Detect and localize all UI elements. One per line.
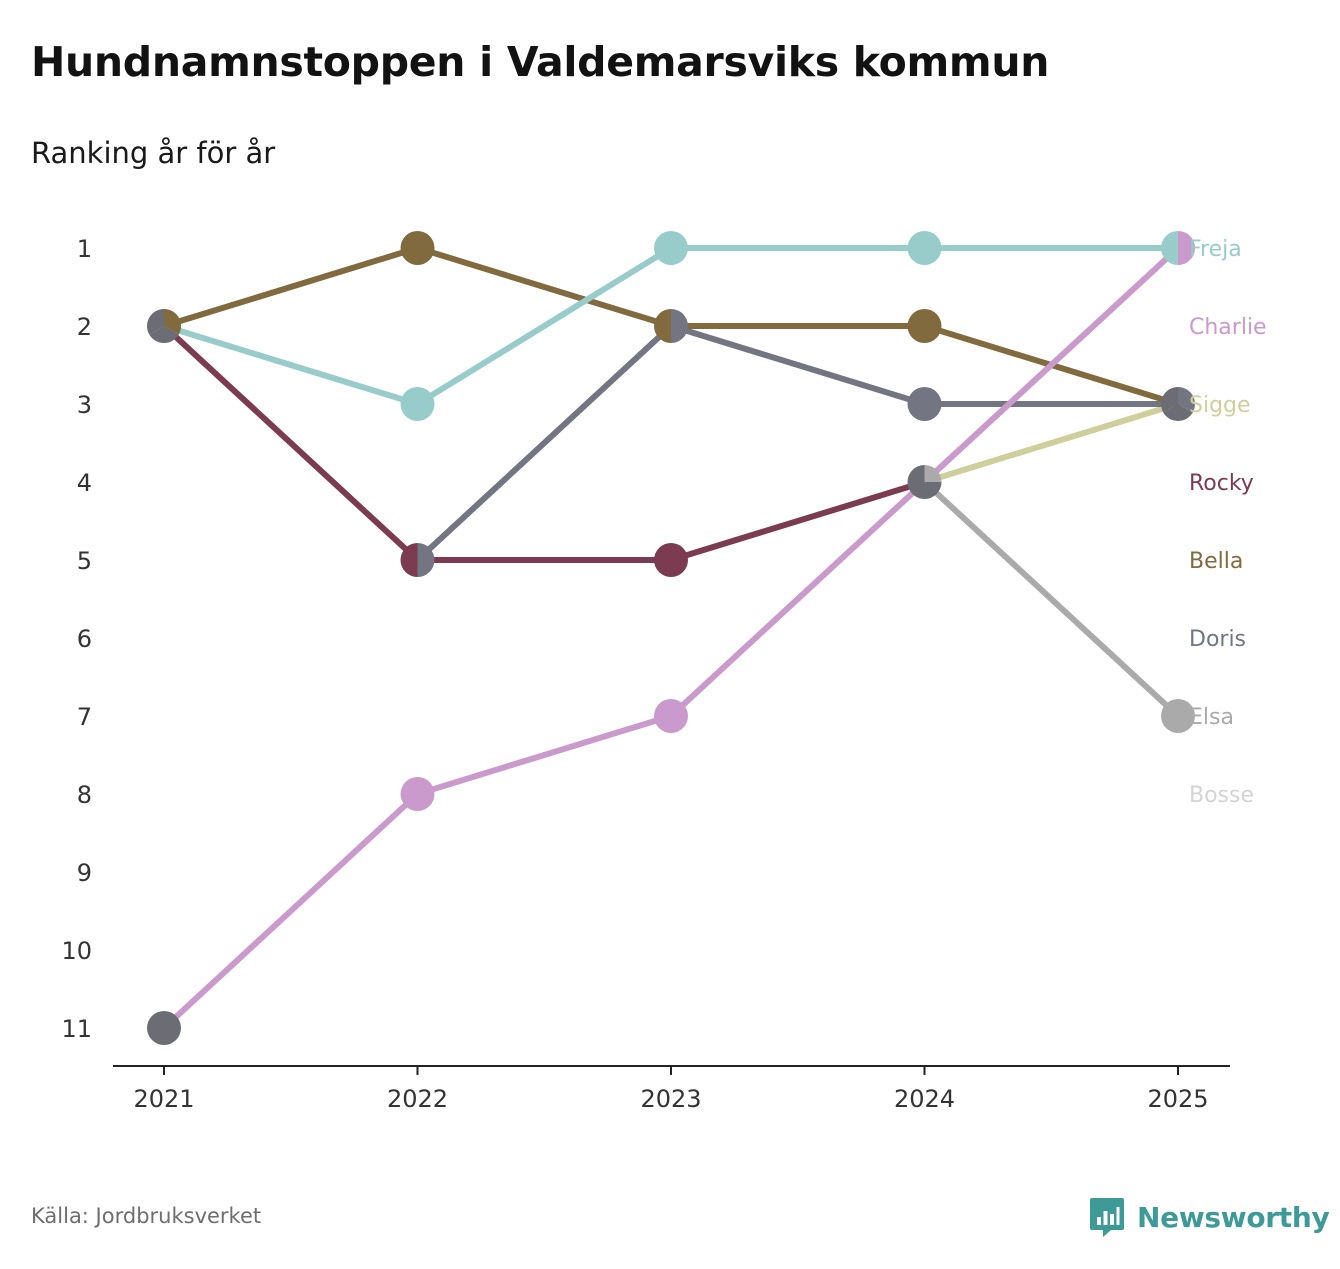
marker-bella-2022[interactable] bbox=[400, 231, 435, 265]
legend-label-doris: Doris bbox=[1189, 627, 1246, 652]
bar-chart-speech-bubble-icon bbox=[1089, 1196, 1125, 1238]
series-line-doris bbox=[414, 323, 1181, 563]
series-line-sigge bbox=[921, 401, 1181, 485]
legend-labels: Freja Charlie Sigge Rocky Bella Doris Elsa Boss… bbox=[1189, 237, 1267, 808]
chart-title: Hundnamnstoppen i Valdemarsviks kommun bbox=[31, 38, 1050, 86]
marker-doris-2025[interactable] bbox=[1178, 387, 1195, 413]
legend-label-bella: Bella bbox=[1189, 549, 1243, 574]
marker-bella-2024[interactable] bbox=[907, 309, 942, 343]
marker-doris-2022[interactable] bbox=[417, 543, 435, 577]
marker-doris-2024[interactable] bbox=[907, 387, 942, 421]
y-tick-label-2: 2 bbox=[77, 313, 92, 341]
series-line-elsa bbox=[921, 479, 1181, 719]
y-axis-ticks: 1 2 3 4 5 6 7 8 9 10 11 bbox=[61, 235, 92, 1043]
x-axis-ticks: 2021 2022 2023 2024 2025 bbox=[133, 1066, 1209, 1113]
marker-freja-2021[interactable] bbox=[147, 309, 164, 335]
marker-rocky-2023[interactable] bbox=[654, 543, 688, 577]
y-tick-label-11: 11 bbox=[61, 1015, 92, 1043]
y-tick-label-7: 7 bbox=[77, 703, 92, 731]
legend-label-rocky: Rocky bbox=[1189, 471, 1254, 496]
marker-sigge-2024[interactable] bbox=[907, 482, 925, 499]
marker-charlie-2022[interactable] bbox=[400, 777, 435, 811]
marker-charlie-2025[interactable] bbox=[1178, 231, 1195, 265]
y-tick-label-4: 4 bbox=[77, 469, 92, 497]
legend-label-sigge: Sigge bbox=[1189, 393, 1251, 418]
marker-freja-2024[interactable] bbox=[907, 231, 942, 265]
chart-subtitle: Ranking år för år bbox=[31, 136, 276, 170]
marker-freja-2022[interactable] bbox=[400, 387, 435, 421]
source-note: Källa: Jordbruksverket bbox=[31, 1204, 262, 1228]
legend-label-charlie: Charlie bbox=[1189, 315, 1267, 340]
marker-sigge-2025[interactable] bbox=[1161, 387, 1178, 413]
brand-name: Newsworthy bbox=[1137, 1200, 1330, 1234]
marker-rocky-2021[interactable] bbox=[149, 326, 179, 343]
marker-bella-2023[interactable] bbox=[654, 309, 671, 343]
legend-label-freja: Freja bbox=[1189, 237, 1242, 262]
y-tick-label-8: 8 bbox=[77, 781, 92, 809]
y-tick-label-6: 6 bbox=[77, 625, 92, 653]
marker-doris-2023[interactable] bbox=[671, 309, 688, 343]
legend-label-bosse: Bosse bbox=[1189, 783, 1254, 808]
series-line-rocky bbox=[161, 323, 928, 563]
marker-elsa-2024[interactable] bbox=[924, 465, 942, 482]
x-tick-label-2024: 2024 bbox=[894, 1085, 955, 1113]
marker-elsa-2025[interactable] bbox=[1161, 699, 1195, 733]
y-tick-label-5: 5 bbox=[77, 547, 92, 575]
marker-freja-2023[interactable] bbox=[654, 231, 688, 265]
x-tick-label-2023: 2023 bbox=[640, 1085, 701, 1113]
marker-charlie-2023[interactable] bbox=[654, 699, 688, 733]
y-tick-label-1: 1 bbox=[77, 235, 92, 263]
y-tick-label-10: 10 bbox=[61, 937, 92, 965]
marker-rocky-2024[interactable] bbox=[924, 482, 942, 499]
marker-charlie-2021[interactable] bbox=[147, 1011, 181, 1045]
legend-label-elsa: Elsa bbox=[1189, 705, 1234, 730]
x-tick-label-2022: 2022 bbox=[387, 1085, 448, 1113]
series-line-charlie bbox=[161, 245, 1181, 1031]
series-lines bbox=[161, 245, 1181, 1031]
marker-freja-2025[interactable] bbox=[1161, 231, 1178, 265]
x-tick-label-2025: 2025 bbox=[1147, 1085, 1208, 1113]
x-tick-label-2021: 2021 bbox=[133, 1085, 194, 1113]
brand-logo[interactable]: Newsworthy bbox=[1089, 1196, 1330, 1238]
marker-bella-2021[interactable] bbox=[164, 309, 182, 335]
marker-rocky-2022[interactable] bbox=[400, 543, 418, 577]
y-tick-label-3: 3 bbox=[77, 391, 92, 419]
y-tick-label-9: 9 bbox=[77, 859, 92, 887]
series-markers bbox=[147, 231, 1195, 1045]
marker-charlie-2024[interactable] bbox=[907, 465, 925, 482]
